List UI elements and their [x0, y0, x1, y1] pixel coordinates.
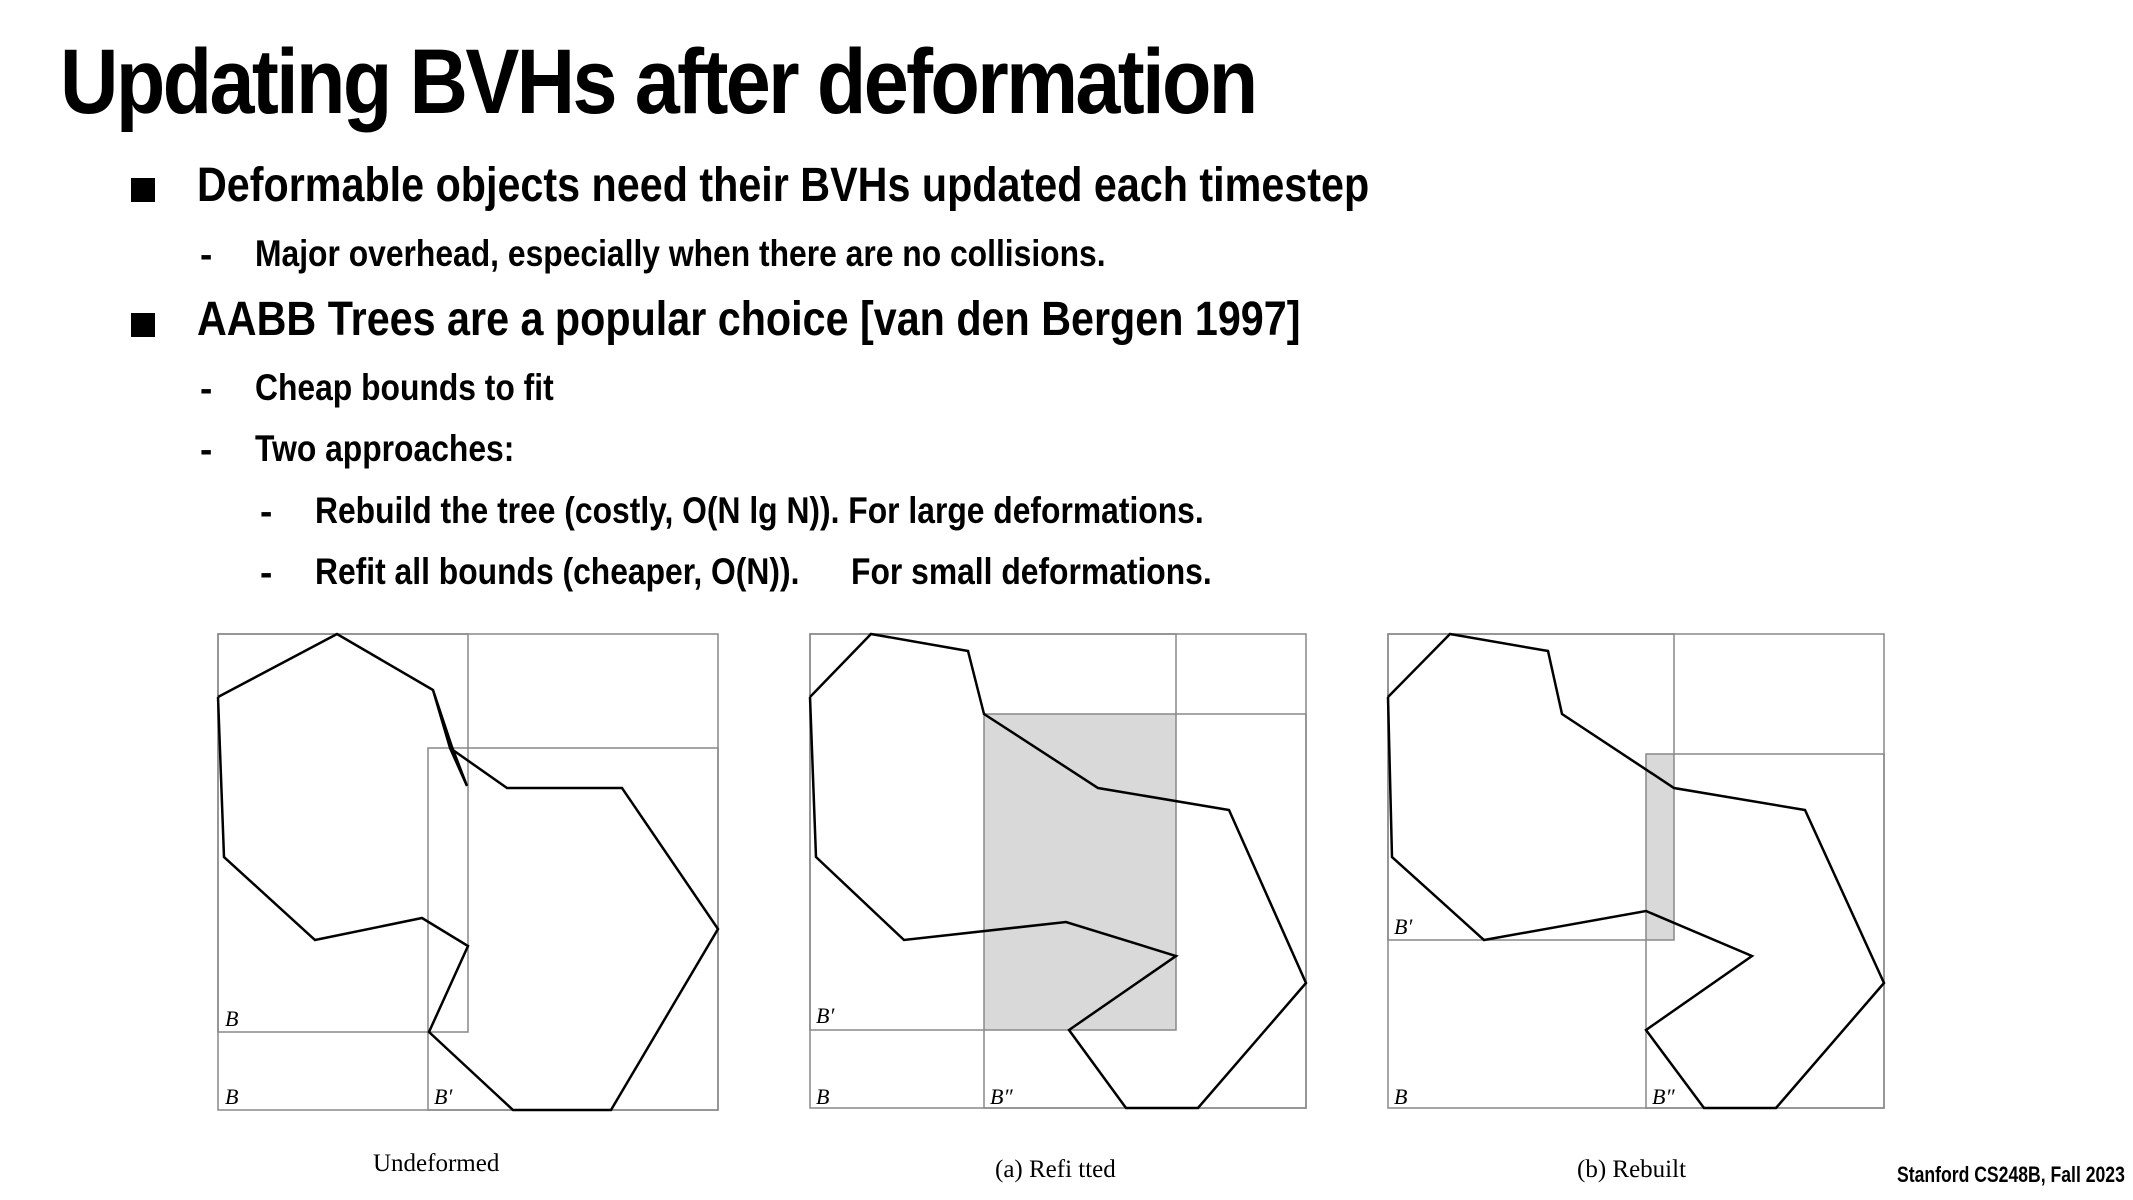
box-label: B	[225, 1006, 238, 1031]
box-label: B	[225, 1084, 238, 1109]
square-bullet-icon	[131, 178, 155, 202]
bounding-box	[217, 633, 469, 1033]
box-label: B	[816, 1084, 829, 1109]
bullet-item: Two approaches:	[255, 428, 515, 469]
bounding-box	[1645, 753, 1885, 1109]
figure-rebuilt: B′ B B″	[1386, 632, 1886, 1110]
box-label: B	[1394, 1084, 1407, 1109]
footer-course-label: Stanford CS248B, Fall 2023	[1897, 1162, 2125, 1187]
dash-bullet-icon: -	[200, 234, 213, 275]
bounding-box	[427, 747, 719, 1111]
bullet-item: Major overhead, especially when there ar…	[255, 233, 1106, 274]
figure-caption: (a) Refi tted	[995, 1156, 1116, 1183]
polygon-outline	[808, 632, 1308, 1110]
bullet-item: Refit all bounds (cheaper, O(N)). For sma…	[315, 551, 1212, 592]
bounding-box	[1387, 633, 1675, 941]
figure-undeformed: B B B′	[216, 632, 720, 1112]
figure-caption: (b) Rebuilt	[1577, 1156, 1687, 1183]
box-label: B′	[434, 1084, 453, 1109]
bullet-item: AABB Trees are a popular choice [van den…	[197, 293, 1301, 346]
slide-title: Updating BVHs after deformation	[60, 31, 1258, 133]
overlap-region	[984, 714, 1176, 1030]
box-label: B″	[1652, 1084, 1675, 1109]
polygon-outline	[216, 696, 720, 1112]
bullet-item: Deformable objects need their BVHs updat…	[197, 159, 1370, 212]
box-label: B″	[990, 1084, 1013, 1109]
dash-bullet-icon: -	[260, 552, 273, 593]
bullet-item: Rebuild the tree (costly, O(N lg N)). Fo…	[315, 490, 1204, 531]
dash-bullet-icon: -	[200, 368, 213, 409]
bullet-item: Cheap bounds to fit	[255, 367, 554, 408]
bounding-box	[809, 633, 1177, 1031]
square-bullet-icon	[131, 313, 155, 337]
box-label: B′	[816, 1003, 835, 1028]
dash-bullet-icon: -	[260, 491, 273, 532]
polygon-outline	[217, 632, 469, 787]
polygon-outline	[1386, 632, 1886, 1110]
dash-bullet-icon: -	[200, 429, 213, 470]
box-label: B′	[1394, 914, 1413, 939]
bounding-box	[1387, 633, 1885, 1109]
figure-caption: Undeformed	[373, 1150, 500, 1177]
figure-refitted: B′ B B″	[808, 632, 1308, 1110]
